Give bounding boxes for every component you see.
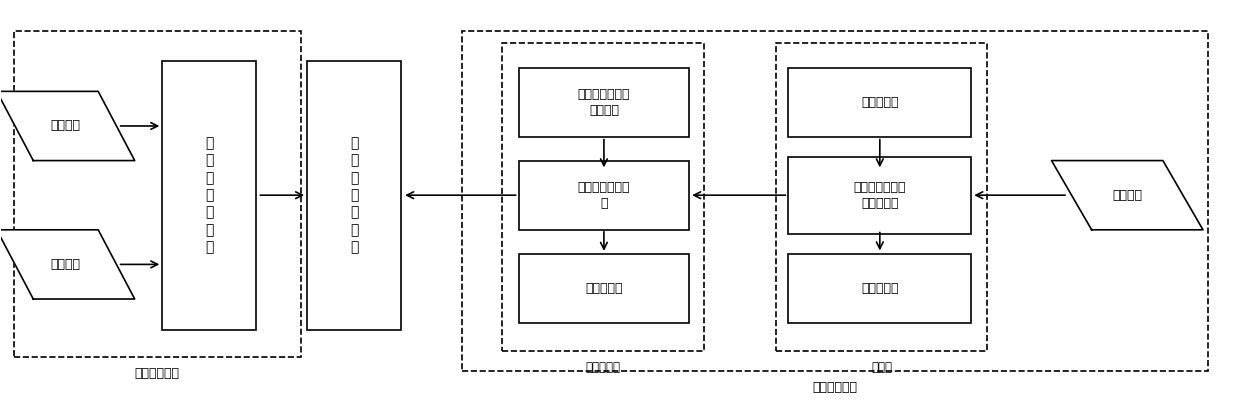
Text: 灰度化处理: 灰度化处理 xyxy=(861,96,899,109)
Text: 基于灰度化特征
的图像分割: 基于灰度化特征 的图像分割 xyxy=(853,181,906,210)
Bar xyxy=(518,68,689,137)
Text: 基于统计特征拟
获中心点: 基于统计特征拟 获中心点 xyxy=(578,88,630,117)
Bar xyxy=(518,253,689,323)
Text: 中心点提取: 中心点提取 xyxy=(585,361,621,374)
Bar xyxy=(162,61,257,330)
Text: 中心点精提: 中心点精提 xyxy=(585,282,622,294)
Polygon shape xyxy=(0,91,135,160)
Bar xyxy=(518,160,689,230)
Text: 左目图像: 左目图像 xyxy=(51,119,81,132)
Bar xyxy=(789,68,971,137)
Text: 双目相机标定: 双目相机标定 xyxy=(135,367,180,380)
Text: 提
取
棋
盘
格
角
点: 提 取 棋 盘 格 角 点 xyxy=(205,136,213,254)
Bar xyxy=(461,31,1208,371)
Text: 二值化处理: 二值化处理 xyxy=(861,282,899,294)
Text: 预处理: 预处理 xyxy=(872,361,892,374)
Polygon shape xyxy=(1052,160,1203,230)
Bar xyxy=(789,253,971,323)
Text: 右目图像: 右目图像 xyxy=(51,258,81,271)
Bar xyxy=(308,61,401,330)
Text: 最小二乘直线拟
合: 最小二乘直线拟 合 xyxy=(578,181,630,210)
Bar xyxy=(14,31,301,358)
Text: 红外图像: 红外图像 xyxy=(1112,189,1142,201)
Bar xyxy=(502,43,704,352)
Text: 红外相机标定: 红外相机标定 xyxy=(812,381,857,394)
Text: 三
目
相
机
的
标
定: 三 目 相 机 的 标 定 xyxy=(350,136,358,254)
Polygon shape xyxy=(0,230,135,299)
Bar xyxy=(776,43,987,352)
Bar xyxy=(789,157,971,234)
